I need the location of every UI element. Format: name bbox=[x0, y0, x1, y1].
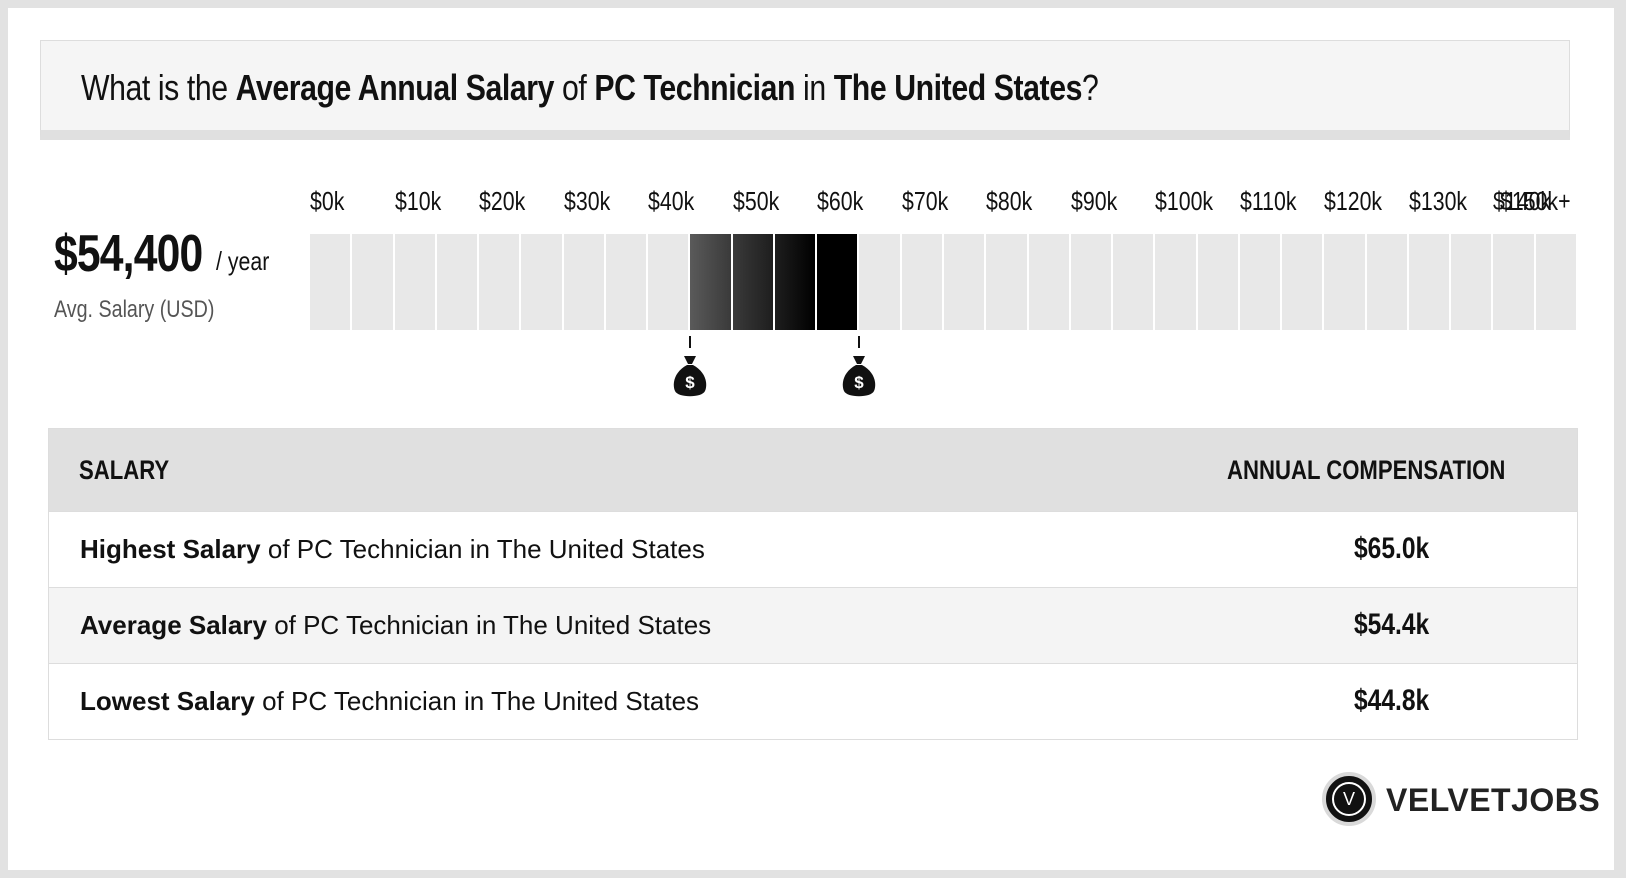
bar-segment bbox=[605, 234, 647, 330]
x-tick-label: $90k bbox=[1070, 186, 1118, 216]
bar-segment bbox=[817, 234, 858, 330]
per-year-label: / year bbox=[216, 246, 270, 276]
bar-segment bbox=[859, 234, 900, 330]
bar-segment bbox=[1070, 234, 1112, 330]
x-tick-label: $40k bbox=[648, 186, 695, 216]
svg-text:$: $ bbox=[855, 373, 865, 392]
bar-segment bbox=[1535, 234, 1576, 330]
bar-segment bbox=[1282, 234, 1323, 330]
bar-segment bbox=[521, 234, 562, 330]
average-amount: $54,400 bbox=[54, 225, 203, 283]
logo-badge-icon: V bbox=[1322, 772, 1376, 826]
bar-segment bbox=[1324, 234, 1365, 330]
bar-segment bbox=[310, 234, 351, 330]
bar-segment bbox=[352, 234, 393, 330]
x-tick-label: $140k bbox=[1493, 186, 1552, 216]
bar-segment bbox=[1408, 234, 1450, 330]
x-tick-label: $50k bbox=[732, 186, 779, 216]
bar-segment bbox=[394, 234, 435, 330]
page-title: What is the Average Annual Salary of PC … bbox=[81, 67, 1099, 108]
x-tick-label: $150k+ bbox=[1500, 186, 1571, 216]
bar-segment bbox=[944, 234, 985, 330]
bar-segment bbox=[1155, 234, 1196, 330]
row-label: Highest Salary of PC Technician in The U… bbox=[80, 534, 705, 564]
bar-segment bbox=[648, 234, 689, 330]
bar-segment bbox=[1451, 234, 1492, 330]
x-tick-label: $0k bbox=[310, 186, 345, 216]
bar-segment bbox=[1113, 234, 1154, 330]
x-tick-label: $80k bbox=[986, 186, 1033, 216]
x-tick-label: $130k bbox=[1408, 186, 1468, 216]
money-bag-icon: $ bbox=[670, 336, 710, 402]
x-tick-label: $30k bbox=[563, 186, 610, 216]
bar-segment bbox=[1366, 234, 1407, 330]
row-value: $54.4k bbox=[1354, 608, 1430, 641]
average-salary: $54,400 / year bbox=[54, 224, 269, 284]
bar-segment bbox=[901, 234, 942, 330]
logo-name: VELVETJOBS bbox=[1386, 782, 1601, 818]
bar-segment bbox=[732, 234, 773, 330]
bar-segment bbox=[1028, 234, 1069, 330]
bar-segment bbox=[563, 234, 604, 330]
salary-table: SALARY ANNUAL COMPENSATION Highest Salar… bbox=[48, 428, 1578, 740]
header-annual-compensation: ANNUAL COMPENSATION bbox=[1227, 455, 1506, 485]
table-row: Lowest Salary of PC Technician in The Un… bbox=[49, 663, 1577, 739]
bar-segment bbox=[690, 234, 731, 330]
bar-segment bbox=[479, 234, 520, 330]
row-label: Average Salary of PC Technician in The U… bbox=[80, 610, 712, 640]
x-tick-label: $60k bbox=[817, 186, 864, 216]
row-value: $65.0k bbox=[1354, 532, 1430, 565]
x-tick-label: $100k bbox=[1155, 186, 1214, 216]
bar-segment bbox=[1197, 234, 1238, 330]
x-tick-label: $110k bbox=[1239, 186, 1297, 216]
row-label: Lowest Salary of PC Technician in The Un… bbox=[80, 686, 700, 716]
table-row: Average Salary of PC Technician in The U… bbox=[49, 587, 1577, 663]
svg-text:$: $ bbox=[686, 373, 696, 392]
bar-segment bbox=[1493, 234, 1534, 330]
x-tick-label: $120k bbox=[1324, 186, 1383, 216]
bar-segment bbox=[986, 234, 1027, 330]
x-axis-ticks: $0k $10k $20k $30k $40k $50k $60k $70k $80k $90k $… bbox=[0, 186, 1626, 226]
x-tick-label: $20k bbox=[479, 186, 526, 216]
average-label: Avg. Salary (USD) bbox=[54, 296, 215, 323]
table-header: SALARY ANNUAL COMPENSATION bbox=[49, 429, 1577, 511]
header-salary: SALARY bbox=[79, 455, 170, 485]
title-box: What is the Average Annual Salary of PC … bbox=[40, 40, 1570, 140]
row-value: $44.8k bbox=[1354, 684, 1430, 717]
x-tick-label: $10k bbox=[394, 186, 441, 216]
table-row: Highest Salary of PC Technician in The U… bbox=[49, 511, 1577, 587]
salary-range-bar bbox=[310, 234, 1578, 330]
x-tick-label: $70k bbox=[901, 186, 948, 216]
bar-segment bbox=[1239, 234, 1281, 330]
bar-segment bbox=[436, 234, 478, 330]
money-bag-icon: $ bbox=[839, 336, 879, 402]
bar-segment bbox=[774, 234, 816, 330]
